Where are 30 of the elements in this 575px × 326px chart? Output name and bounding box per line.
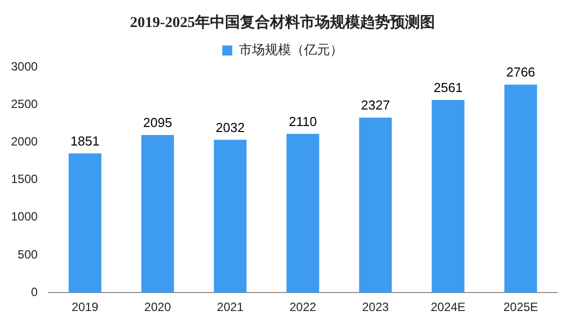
legend-label: 市场规模（亿元）: [238, 42, 343, 58]
x-tick-label: 2025E: [503, 300, 538, 314]
x-tick-label: 2021: [216, 300, 244, 314]
x-tick-label: 2020: [144, 300, 172, 314]
data-label: 1851: [70, 133, 100, 148]
y-tick-label: 2000: [10, 134, 38, 149]
data-label: 2110: [288, 114, 317, 130]
x-tick-label: 2023: [362, 300, 390, 314]
y-tick-label: 3000: [10, 59, 38, 74]
y-tick-label: 0: [31, 284, 38, 299]
data-label: 2032: [216, 120, 245, 135]
chart-title: 2019-2025年中国复合材料市场规模趋势预测图: [130, 12, 435, 31]
bar: [68, 153, 102, 293]
data-label: 2766: [506, 64, 536, 80]
y-tick-label: 500: [18, 247, 38, 262]
y-tick-label: 1500: [10, 172, 38, 186]
y-tick-label: 1000: [10, 210, 38, 224]
bar: [432, 100, 464, 293]
bar: [141, 135, 174, 293]
data-label: 2095: [143, 115, 172, 130]
data-label: 2561: [434, 80, 463, 96]
bar: [359, 118, 392, 293]
bar: [214, 140, 247, 293]
x-tick-label: 2024E: [430, 300, 466, 314]
data-label: 2327: [361, 98, 390, 113]
bar: [286, 134, 320, 293]
x-tick-label: 2022: [289, 300, 317, 314]
x-tick-label: 2019: [72, 300, 99, 314]
y-tick-label: 2500: [10, 96, 38, 111]
bar: [504, 84, 538, 293]
